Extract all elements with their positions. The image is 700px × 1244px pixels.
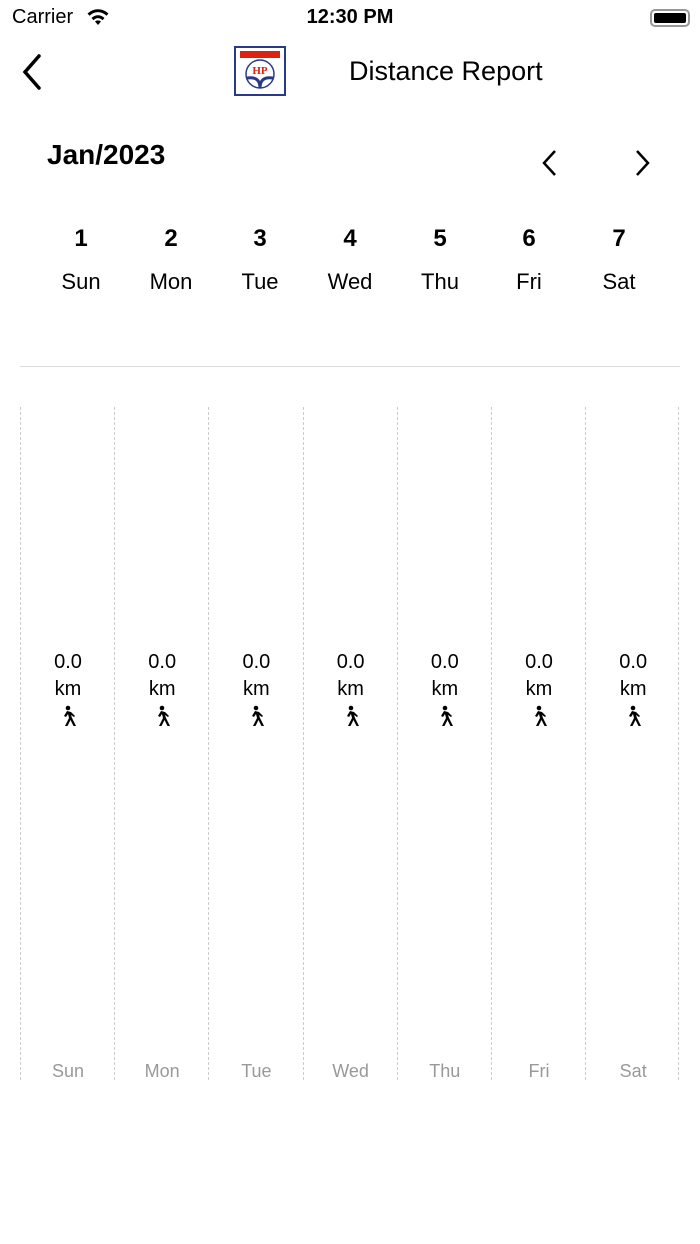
walking-person-icon: [629, 705, 642, 726]
walking-person-icon: [158, 705, 171, 726]
calendar-day[interactable]: 2 Mon: [126, 225, 216, 295]
day-number: 3: [253, 225, 267, 252]
distance-number: 0.0: [148, 651, 177, 673]
distance-value: 0.0 km: [492, 649, 586, 727]
distance-unit: km: [243, 678, 270, 700]
chart-column: 0.0 km Wed: [302, 407, 398, 1081]
distance-value: 0.0 km: [21, 649, 115, 727]
walking-person-icon: [346, 705, 359, 726]
distance-number: 0.0: [619, 651, 648, 673]
day-name: Tue: [241, 269, 279, 294]
calendar-day[interactable]: 5 Thu: [395, 225, 485, 295]
distance-unit: km: [54, 678, 82, 700]
x-axis-label: Fri: [528, 1061, 550, 1081]
day-number: 1: [74, 225, 88, 252]
chart-column: 0.0 km Thu: [396, 407, 492, 1081]
hp-logo: HP: [234, 46, 286, 96]
day-name: Thu: [421, 269, 459, 294]
distance-value: 0.0 km: [115, 649, 209, 727]
chart-column: 0.0 km Sun: [20, 407, 115, 1081]
chart-column: 0.0 km Tue: [208, 407, 303, 1081]
calendar-day[interactable]: 3 Tue: [215, 225, 305, 295]
day-name: Mon: [149, 269, 193, 294]
distance-unit: km: [525, 678, 553, 700]
distance-value: 0.0 km: [304, 649, 398, 727]
distance-value: 0.0 km: [398, 649, 492, 727]
battery-icon: [650, 9, 690, 27]
x-axis-label: Tue: [241, 1061, 272, 1081]
walking-person-icon: [535, 705, 547, 726]
walking-person-icon: [440, 705, 453, 726]
day-name: Wed: [327, 269, 373, 294]
calendar-day[interactable]: 1 Sun: [36, 225, 126, 295]
day-number: 2: [164, 225, 178, 252]
day-name: Fri: [516, 269, 542, 294]
day-number: 6: [522, 225, 536, 252]
distance-unit: km: [148, 678, 176, 700]
chart-column: 0.0 km Fri: [491, 407, 586, 1081]
day-number: 4: [343, 225, 357, 252]
day-name: Sat: [602, 269, 636, 294]
svg-text:HP: HP: [252, 65, 268, 77]
calendar-day[interactable]: 4 Wed: [305, 225, 395, 295]
distance-number: 0.0: [525, 651, 553, 673]
walking-person-icon: [252, 705, 265, 726]
walking-person-icon: [64, 705, 76, 726]
day-number: 5: [433, 225, 447, 252]
distance-unit: km: [619, 678, 647, 700]
calendar-day[interactable]: 6 Fri: [484, 225, 574, 295]
chart-column: 0.0 km Mon: [114, 407, 209, 1081]
carrier-label: Carrier: [12, 6, 74, 28]
next-week-chevron-icon[interactable]: [632, 148, 652, 178]
distance-number: 0.0: [54, 651, 82, 673]
back-chevron-icon[interactable]: [20, 52, 44, 92]
day-number: 7: [612, 225, 626, 252]
distance-number: 0.0: [242, 651, 271, 673]
status-time: 12:30 PM: [306, 6, 394, 28]
distance-value: 0.0 km: [209, 649, 303, 727]
x-axis-label: Sat: [619, 1061, 647, 1081]
distance-number: 0.0: [336, 651, 365, 673]
x-axis-label: Sun: [51, 1061, 85, 1081]
calendar-day[interactable]: 7 Sat: [574, 225, 664, 295]
distance-unit: km: [337, 678, 364, 700]
distance-unit: km: [431, 678, 459, 700]
previous-week-chevron-icon[interactable]: [540, 148, 560, 178]
x-axis-label: Thu: [429, 1061, 461, 1081]
divider: [20, 366, 680, 367]
distance-number: 0.0: [430, 651, 459, 673]
distance-value: 0.0 km: [586, 649, 680, 727]
month-label: Jan/2023: [47, 139, 166, 170]
wifi-icon: [87, 9, 109, 25]
page-title: Distance Report: [349, 56, 543, 86]
day-name: Sun: [61, 269, 101, 294]
x-axis-label: Mon: [144, 1061, 180, 1081]
x-axis-label: Wed: [332, 1061, 369, 1081]
chart-column: 0.0 km Sat: [585, 407, 680, 1081]
